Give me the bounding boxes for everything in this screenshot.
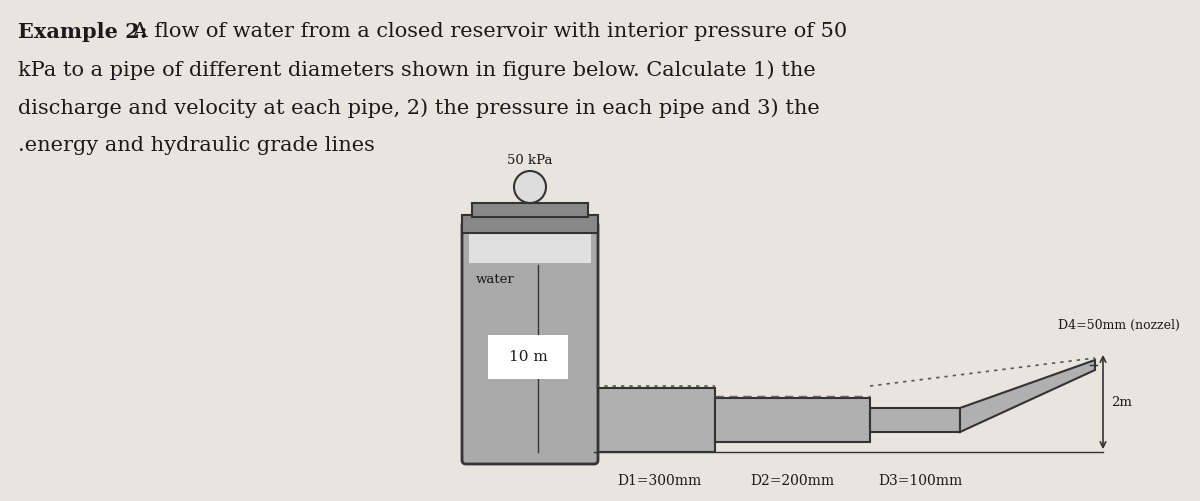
Text: D1=300mm: D1=300mm <box>617 474 702 488</box>
Bar <box>715 398 870 442</box>
Bar <box>462 215 598 233</box>
Bar <box>594 388 715 452</box>
Text: 2m: 2m <box>1111 395 1132 408</box>
Text: kPa to a pipe of different diameters shown in figure below. Calculate 1) the: kPa to a pipe of different diameters sho… <box>18 60 816 80</box>
Bar <box>472 203 588 217</box>
Circle shape <box>514 171 546 203</box>
Text: A flow of water from a closed reservoir with interior pressure of 50: A flow of water from a closed reservoir … <box>126 22 847 41</box>
Text: D2=200mm: D2=200mm <box>750 474 834 488</box>
Bar <box>488 335 568 379</box>
Bar <box>469 225 592 263</box>
Text: .energy and hydraulic grade lines: .energy and hydraulic grade lines <box>18 136 374 155</box>
Text: D4=50mm (nozzel): D4=50mm (nozzel) <box>1058 319 1180 332</box>
Polygon shape <box>960 360 1096 432</box>
Text: discharge and velocity at each pipe, 2) the pressure in each pipe and 3) the: discharge and velocity at each pipe, 2) … <box>18 98 820 118</box>
Bar <box>870 408 960 432</box>
Text: D3=100mm: D3=100mm <box>878 474 962 488</box>
Text: water: water <box>476 273 515 286</box>
FancyBboxPatch shape <box>462 221 598 464</box>
Text: 50 kPa: 50 kPa <box>508 154 553 167</box>
Text: 10 m: 10 m <box>509 350 547 364</box>
Text: Example 2:: Example 2: <box>18 22 148 42</box>
